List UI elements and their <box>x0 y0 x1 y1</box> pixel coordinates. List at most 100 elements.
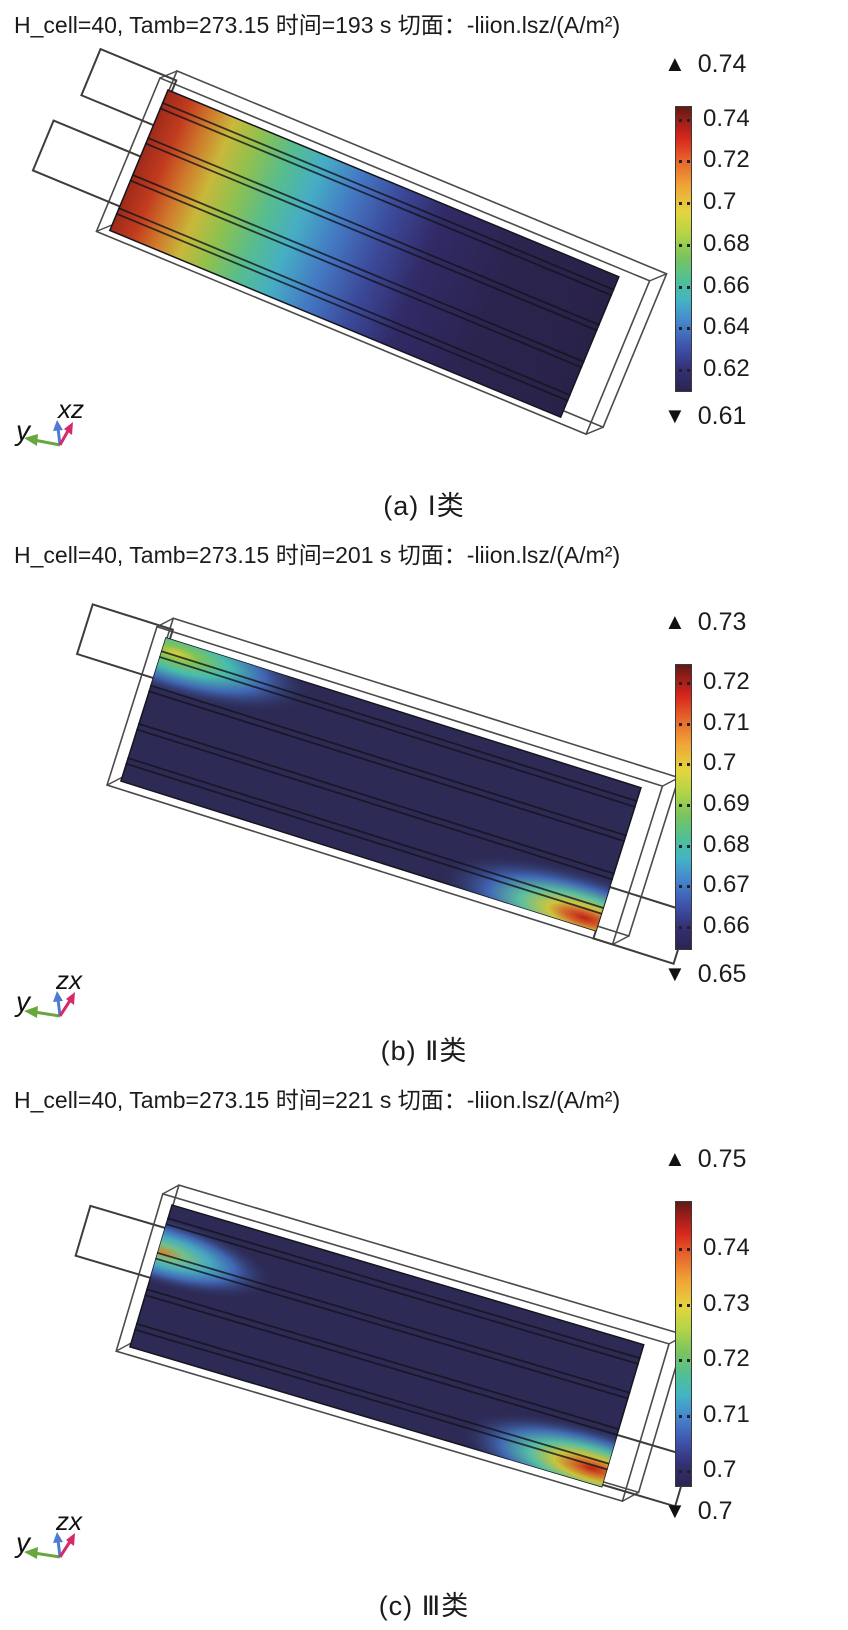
cell-casing-wireframe <box>115 1192 671 1503</box>
colorbar-tick-dot <box>687 1359 690 1363</box>
min-triangle-icon: ▼ <box>664 961 686 986</box>
colorbar-tick-dot <box>679 285 682 289</box>
colorbar-tick-dot <box>679 682 682 686</box>
colorbar-tick-dot <box>679 925 682 929</box>
panel-b: H_cell=40, Tamb=273.15 时间=201 s 切面：-liio… <box>0 530 848 1075</box>
z-axis-arrow <box>53 991 63 1017</box>
colorbar-min-marker: ▼ 0.7 <box>636 1495 842 1527</box>
colorbar-max-value: 0.74 <box>697 50 747 78</box>
colorbar-tick-dot <box>679 885 682 889</box>
colorbar-max-marker: ▲ 0.73 <box>636 606 842 638</box>
colorbar-tick-dot <box>687 369 690 373</box>
colorbar-min-marker: ▼ 0.65 <box>636 958 842 990</box>
colorbar-tick-dot <box>687 160 690 164</box>
axis-label-top: zx <box>55 1510 83 1536</box>
colorbar-tick-dot <box>687 243 690 247</box>
x-axis-arrow <box>58 1533 75 1558</box>
z-axis-arrow <box>53 420 63 446</box>
colorbar <box>675 1201 692 1487</box>
axis-label-y: y <box>14 986 32 1017</box>
axis-label-top: xz <box>56 398 84 424</box>
colorbar-tick-dot <box>687 885 690 889</box>
colorbar-tick-dot <box>687 844 690 848</box>
colorbar-tick-label: 0.68 <box>703 830 750 858</box>
colorbar-tick-dot <box>687 118 690 122</box>
plot-title: H_cell=40, Tamb=273.15 时间=193 s 切面：-liio… <box>14 12 621 38</box>
colorbar-tick-dot <box>679 763 682 767</box>
colorbar-min-value: 0.61 <box>697 402 747 430</box>
axis-label-y: y <box>14 415 32 446</box>
plot-area: ▲ 0.75 0.74 0.73 0.72 0.71 0.7 ▼ 0.7 y zx <box>0 1115 848 1590</box>
colorbar-tick-dot <box>679 160 682 164</box>
colorbar-tick-dot <box>687 682 690 686</box>
colorbar-tick-label: 0.7 <box>703 188 737 216</box>
colorbar-tick-dot <box>687 1248 690 1252</box>
colorbar-tick-dot <box>679 1470 682 1474</box>
colorbar-tick-dot <box>679 118 682 122</box>
colorbar-min-value: 0.65 <box>697 960 747 988</box>
colorbar <box>675 664 692 950</box>
colorbar-tick-label: 0.72 <box>703 1345 750 1373</box>
colorbar-tick-label: 0.73 <box>703 1289 750 1317</box>
panel-c: H_cell=40, Tamb=273.15 时间=221 s 切面：-liio… <box>0 1075 848 1630</box>
plot-title: H_cell=40, Tamb=273.15 时间=201 s 切面：-liio… <box>14 542 621 568</box>
colorbar-tick-label: 0.7 <box>703 749 737 777</box>
colorbar-tick-label: 0.68 <box>703 229 750 257</box>
colorbar-tick-dot <box>687 722 690 726</box>
colorbar-tick-dot <box>679 327 682 331</box>
colorbar-tick-labels: 0.72 0.71 0.7 0.69 0.68 0.67 0.66 <box>675 664 835 950</box>
colorbar-tick-dot <box>679 803 682 807</box>
z-axis-arrow <box>53 1532 63 1558</box>
y-axis-arrow <box>24 1547 61 1559</box>
colorbar-tick-dot <box>687 285 690 289</box>
colorbar-min-value: 0.7 <box>697 1497 733 1525</box>
colorbar-tick-dot <box>687 327 690 331</box>
panel-a: H_cell=40, Tamb=273.15 时间=193 s 切面：-liio… <box>0 0 848 530</box>
colorbar-tick-dot <box>687 925 690 929</box>
colorbar-tick-label: 0.74 <box>703 1234 750 1262</box>
cell-surface <box>108 89 620 419</box>
cell-3d-surface-plot <box>74 1184 692 1508</box>
colorbar-tick-label: 0.72 <box>703 668 750 696</box>
colorbar-tick-label: 0.71 <box>703 708 750 736</box>
layer-lines <box>125 650 638 915</box>
y-axis-arrow <box>24 434 61 447</box>
colorbar-tick-dot <box>679 243 682 247</box>
colorbar-group: ▲ 0.74 0.74 0.72 0.7 0.68 0.66 0.64 0.62 ▼ 0.6… <box>636 48 842 432</box>
colorbar-tick-label: 0.74 <box>703 104 750 132</box>
colorbar-min-marker: ▼ 0.61 <box>636 400 842 432</box>
colorbar-max-marker: ▲ 0.74 <box>636 48 842 80</box>
colorbar-tick-dot <box>679 1303 682 1307</box>
colorbar-tick-dot <box>679 369 682 373</box>
colorbar-tick-dot <box>687 1414 690 1418</box>
colorbar-max-value: 0.73 <box>697 608 747 636</box>
x-axis-arrow <box>58 422 73 446</box>
layer-lines <box>134 1217 641 1471</box>
plot-area: ▲ 0.73 0.72 0.71 0.7 0.69 0.68 0.67 0.66 ▼ 0.6… <box>0 570 848 1035</box>
colorbar-tick-dot <box>679 844 682 848</box>
colorbar-max-marker: ▲ 0.75 <box>636 1143 842 1175</box>
cell-3d-surface-plot <box>75 603 692 965</box>
x-axis-arrow <box>58 992 75 1017</box>
colorbar-group: ▲ 0.73 0.72 0.71 0.7 0.69 0.68 0.67 0.66 ▼ 0.6… <box>636 606 842 990</box>
colorbar-tick-dot <box>679 722 682 726</box>
colorbar-tick-label: 0.7 <box>703 1456 737 1484</box>
axis-triad: y zx <box>14 1510 83 1559</box>
axis-triad: y xz <box>14 398 84 447</box>
colorbar-tick-dot <box>679 1359 682 1363</box>
colorbar-tick-label: 0.66 <box>703 911 750 939</box>
colorbar-tick-dot <box>687 803 690 807</box>
colorbar-group: ▲ 0.75 0.74 0.73 0.72 0.71 0.7 ▼ 0.7 <box>636 1143 842 1527</box>
colorbar-tick-label: 0.66 <box>703 271 750 299</box>
colorbar-tick-label: 0.67 <box>703 871 750 899</box>
colorbar-tick-dot <box>679 202 682 206</box>
colorbar-tick-label: 0.69 <box>703 789 750 817</box>
max-triangle-icon: ▲ <box>664 1146 686 1171</box>
colorbar <box>675 106 692 392</box>
colorbar-tick-dot <box>687 763 690 767</box>
cell-casing-wireframe <box>95 76 651 436</box>
colorbar-tick-labels: 0.74 0.73 0.72 0.71 0.7 <box>675 1201 835 1487</box>
colorbar-tick-labels: 0.74 0.72 0.7 0.68 0.66 0.64 0.62 <box>675 104 835 392</box>
colorbar-tick-dot <box>679 1414 682 1418</box>
